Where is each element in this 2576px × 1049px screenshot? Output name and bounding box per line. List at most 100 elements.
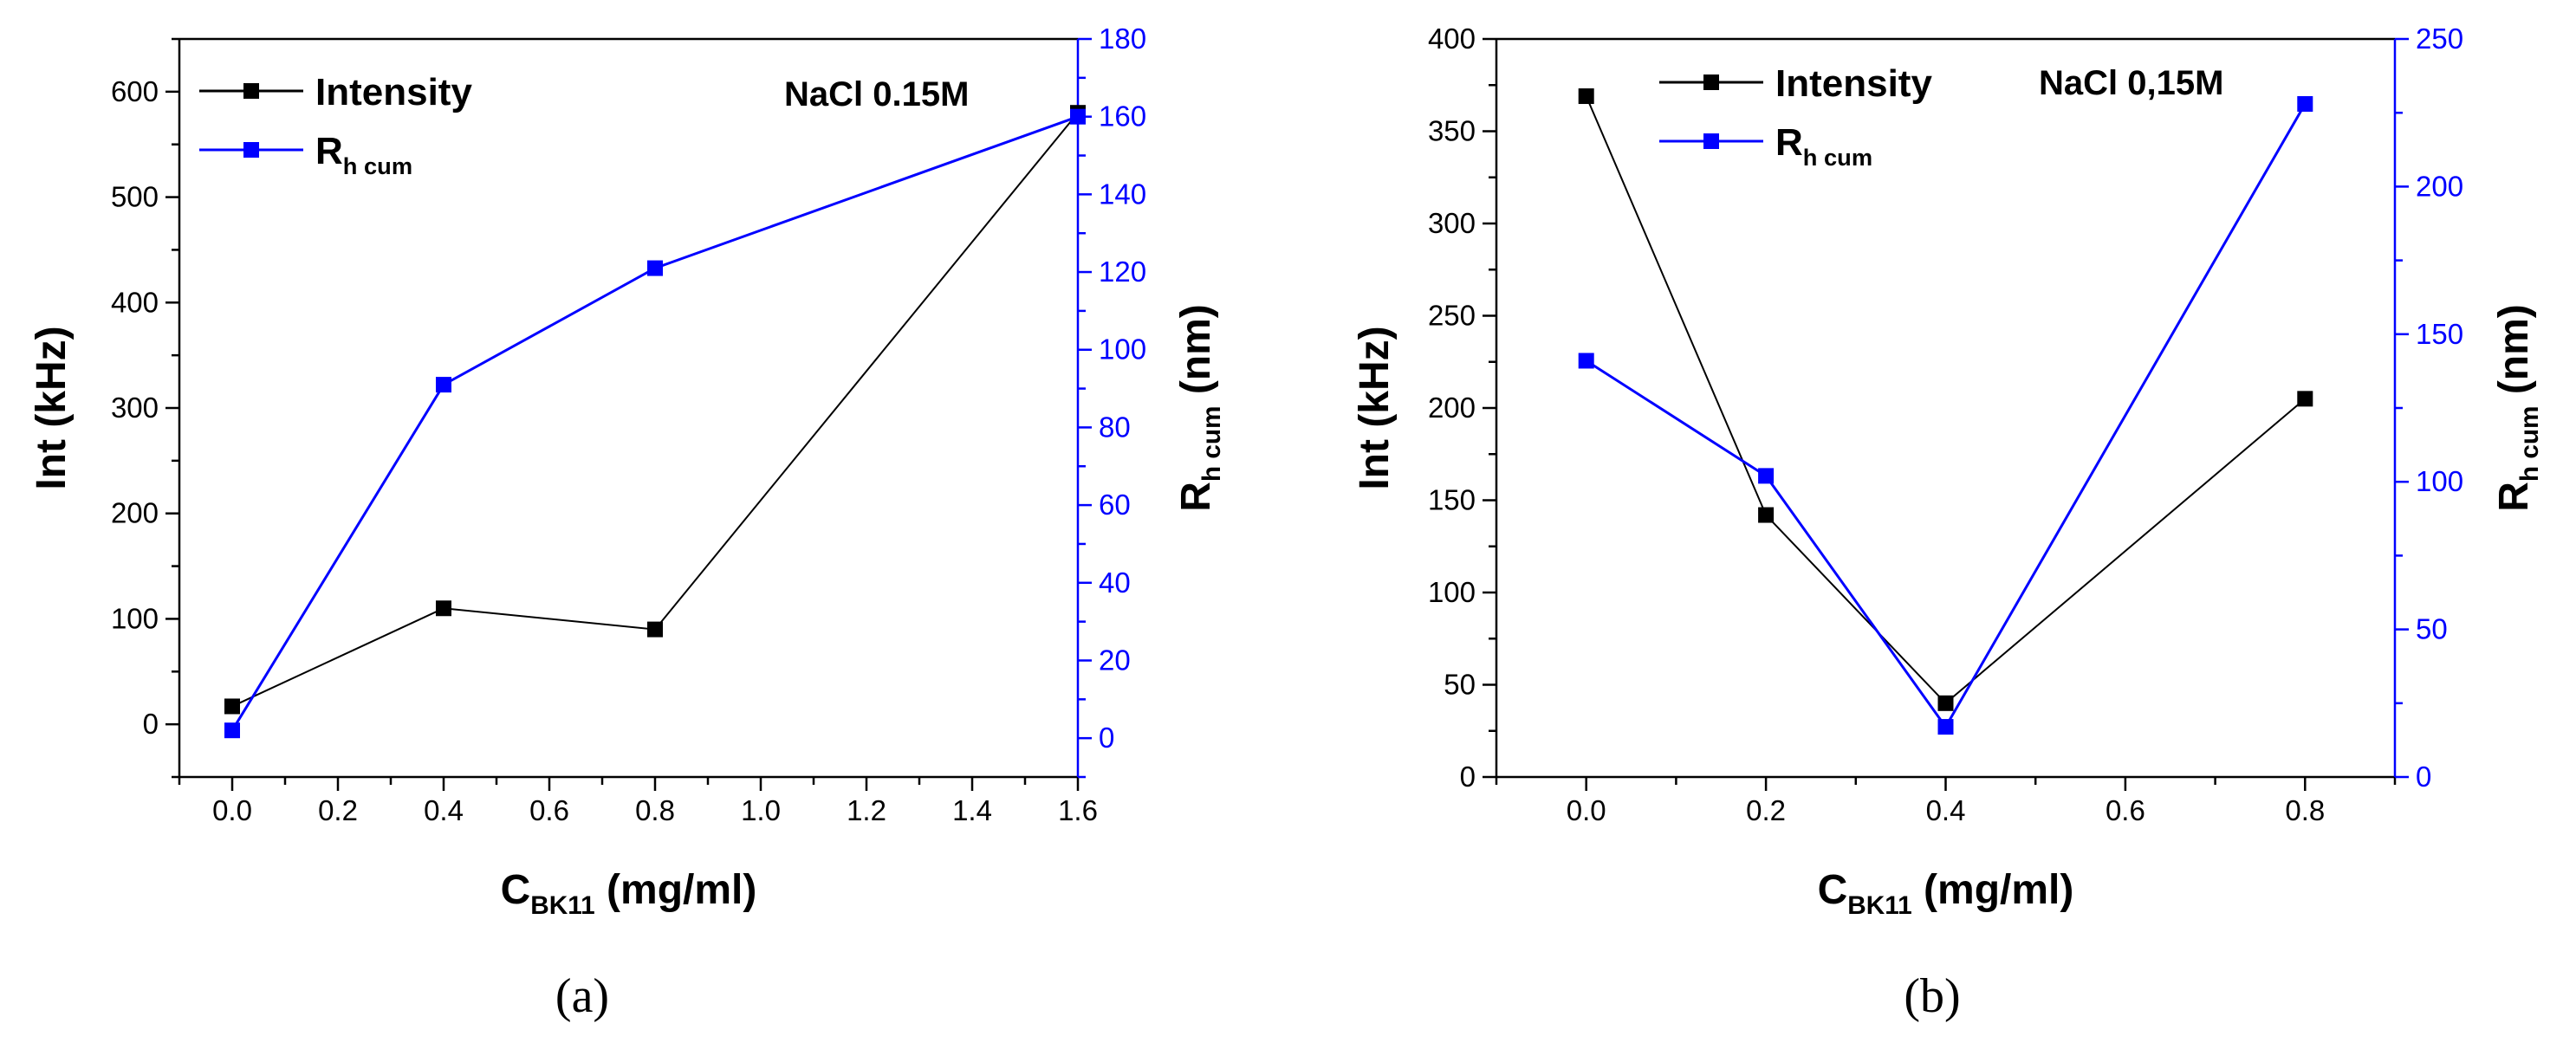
y-axis-left-label-a: Int (kHz) [29, 326, 75, 489]
y-right-tick-label-b: 0 [2416, 761, 2431, 793]
x-tick-label-a: 0.4 [424, 794, 464, 826]
panel-b: NaCl 0,15M (b) 0.0 0.2 0.4 0.6 0.8 0 50 100 150 2… [1352, 23, 2544, 1023]
y-right-tick-label-a: 100 [1099, 333, 1146, 366]
y-left-tick-label-b: 250 [1428, 300, 1476, 332]
x-tick-label-b: 0.2 [1746, 794, 1786, 826]
series-line-rh-cum-b [1585, 103, 2307, 729]
panel-label-b: (b) [1904, 969, 1960, 1023]
x-tick-label-a: 1.2 [847, 794, 886, 826]
x-axis-label-a-main: C [501, 867, 531, 913]
x-tick-label-a: 0.8 [635, 794, 675, 826]
y-right-tick-label-a: 120 [1099, 256, 1146, 288]
y-left-tick-label-a: 600 [111, 75, 159, 107]
data-point-intensity-b [1758, 507, 1775, 523]
x-axis-label-a-sub: BK11 [530, 891, 594, 920]
legend-marker-b [1703, 74, 1719, 90]
data-point-rh-cum-a [1070, 108, 1086, 125]
data-point-rh-cum-b [1758, 468, 1775, 484]
data-point-intensity-a [647, 621, 663, 638]
x-axis-label-a-rest: (mg/ml) [595, 867, 757, 913]
data-point-rh-cum-b [2297, 95, 2313, 112]
y-left-tick-label-b: 0 [1460, 761, 1476, 793]
y-axis-right-label-b-sub: h cum [2515, 406, 2544, 482]
y-axis-right-label-b: Rh cum (nm) [2491, 304, 2544, 512]
data-point-intensity-b [2297, 391, 2313, 407]
y-right-tick-label-a: 20 [1099, 644, 1131, 676]
y-right-tick-label-a: 140 [1099, 178, 1146, 210]
y-left-tick-label-a: 100 [111, 602, 159, 634]
data-point-rh-cum-a [224, 722, 240, 739]
x-tick-label-a: 0.6 [529, 794, 569, 826]
x-tick-label-a: 1.4 [952, 794, 992, 826]
y-axis-right-label-b-main: R [2491, 482, 2537, 512]
x-tick-label-a: 1.0 [741, 794, 781, 826]
series-line-intensity-b [1585, 95, 2306, 705]
y-left-tick-label-b: 200 [1428, 392, 1476, 424]
y-left-tick-label-b: 400 [1428, 23, 1476, 55]
y-left-tick-label-a: 400 [111, 286, 159, 318]
legend-label-b-sub: h cum [1803, 144, 1872, 171]
y-axis-left-label-b: Int (kHz) [1352, 326, 1398, 489]
data-point-rh-cum-b [1937, 719, 1954, 735]
x-axis-label-b-main: C [1818, 867, 1848, 913]
legend-label-a-main: Intensity [315, 71, 472, 113]
annotation-a: NaCl 0.15M [784, 75, 969, 113]
y-right-tick-label-a: 0 [1099, 722, 1114, 754]
legend-marker-a [243, 83, 259, 99]
annotation-b: NaCl 0,15M [2039, 64, 2223, 102]
y-left-tick-label-b: 50 [1444, 669, 1476, 701]
y-axis-right-label-b-rest: (nm) [2491, 304, 2537, 405]
legend-label-b: Intensity [1775, 62, 1932, 105]
y-right-tick-label-b: 250 [2416, 23, 2463, 55]
data-point-rh-cum-b [1578, 353, 1594, 369]
y-right-tick-label-b: 200 [2416, 170, 2463, 202]
x-axis-label-b: CBK11 (mg/ml) [1818, 867, 2074, 920]
legend-label-a-main: R [315, 130, 343, 172]
data-point-intensity-a [224, 698, 240, 715]
x-axis-label-a: CBK11 (mg/ml) [501, 867, 757, 920]
legend-label-a-sub: h cum [343, 152, 412, 179]
data-point-intensity-a [436, 600, 451, 617]
x-tick-label-b: 0.8 [2285, 794, 2325, 826]
y-left-tick-label-a: 200 [111, 497, 159, 529]
data-point-rh-cum-a [647, 260, 663, 276]
y-right-tick-label-b: 50 [2416, 613, 2448, 645]
x-axis-label-b-sub: BK11 [1847, 891, 1911, 920]
legend-label-a: Intensity [315, 71, 472, 113]
panel-a: NaCl 0.15M (a) 0.0 0.2 0.4 0.6 0.8 1.0 1.2 1.4 1… [29, 23, 1226, 1023]
panel-label-a: (a) [555, 969, 609, 1023]
series-line-rh-cum-a [230, 115, 1079, 731]
y-right-tick-label-a: 60 [1099, 489, 1131, 521]
legend-marker-a [243, 142, 259, 158]
y-right-tick-label-a: 80 [1099, 411, 1131, 443]
y-right-tick-label-a: 40 [1099, 567, 1131, 599]
legend-label-b: Rh cum [1775, 121, 1872, 171]
data-point-intensity-b [1937, 695, 1954, 711]
x-tick-label-a: 0.0 [212, 794, 252, 826]
legend-label-a: Rh cum [315, 130, 412, 179]
data-point-rh-cum-a [436, 377, 451, 393]
y-left-tick-label-b: 150 [1428, 484, 1476, 516]
y-right-tick-label-a: 160 [1099, 100, 1146, 133]
data-point-intensity-b [1578, 88, 1594, 105]
y-right-tick-label-a: 180 [1099, 23, 1146, 55]
series-line-intensity-a [231, 112, 1079, 708]
y-left-tick-label-b: 350 [1428, 115, 1476, 147]
y-axis-right-label-a-rest: (nm) [1173, 304, 1219, 405]
x-axis-label-b-rest: (mg/ml) [1912, 867, 2074, 913]
legend-label-b-main: Intensity [1775, 62, 1932, 105]
x-tick-label-b: 0.6 [2106, 794, 2145, 826]
y-axis-right-label-a: Rh cum (nm) [1173, 304, 1226, 512]
y-left-tick-label-a: 300 [111, 392, 159, 424]
legend-marker-b [1703, 133, 1719, 149]
x-tick-label-b: 0.4 [1926, 794, 1966, 826]
y-right-tick-label-b: 100 [2416, 465, 2463, 497]
y-axis-right-label-a-main: R [1173, 482, 1219, 512]
y-axis-right-label-a-sub: h cum [1197, 406, 1226, 482]
y-left-tick-label-b: 300 [1428, 207, 1476, 239]
y-left-tick-label-a: 500 [111, 181, 159, 213]
y-right-tick-label-b: 150 [2416, 318, 2463, 350]
legend-label-b-main: R [1775, 121, 1803, 164]
x-tick-label-b: 0.0 [1567, 794, 1606, 826]
